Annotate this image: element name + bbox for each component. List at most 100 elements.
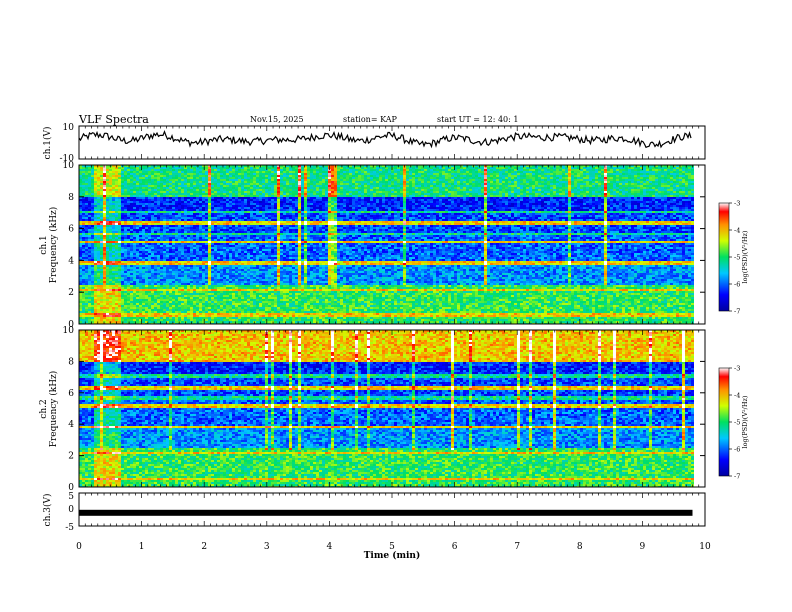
spectrogram-cell: [103, 223, 106, 225]
spectrogram-cell: [154, 167, 157, 169]
spectrogram-cell: [184, 205, 187, 207]
spectrogram-cell: [211, 225, 214, 227]
spectrogram-cell: [142, 301, 145, 303]
spectrogram-cell: [220, 259, 223, 261]
spectrogram-cell: [121, 167, 124, 169]
spectrogram-cell: [205, 171, 208, 173]
spectrogram-cell: [259, 313, 262, 315]
spectrogram-cell: [253, 285, 256, 287]
spectrogram-cell: [181, 241, 184, 243]
spectrogram-cell: [160, 207, 163, 209]
spectrogram-cell: [196, 237, 199, 239]
spectrogram-cell: [133, 313, 136, 315]
spectrogram-cell: [97, 287, 100, 289]
spectrogram-cell: [184, 171, 187, 173]
spectrogram-cell: [91, 221, 94, 223]
spectrogram-cell: [238, 241, 241, 243]
spectrogram-cell: [259, 277, 262, 279]
spectrogram-cell: [259, 263, 262, 265]
spectrogram-cell: [121, 253, 124, 255]
spectrogram-cell: [145, 181, 148, 183]
spectrogram-cell: [211, 313, 214, 315]
spectrogram-cell: [79, 191, 82, 193]
spectrogram-cell: [91, 203, 94, 205]
spectrogram-cell: [145, 219, 148, 221]
spectrogram-cell: [181, 309, 184, 311]
spectrogram-cell: [187, 291, 190, 293]
spectrogram-cell: [205, 217, 208, 219]
spectrogram-cell: [235, 167, 238, 169]
spectrogram-cell: [205, 235, 208, 237]
spectrogram-cell: [88, 307, 91, 309]
spectrogram-cell: [235, 275, 238, 277]
spectrogram-cell: [169, 225, 172, 227]
spectrogram-cell: [133, 279, 136, 281]
spectrogram-cell: [151, 187, 154, 189]
spectrogram-cell: [238, 271, 241, 273]
spectrogram-cell: [109, 205, 112, 207]
spectrogram-cell: [154, 193, 157, 195]
spectrogram-cell: [178, 189, 181, 191]
spectrogram-cell: [106, 261, 109, 263]
spectrogram-cell: [253, 195, 256, 197]
spectrogram-cell: [82, 185, 85, 187]
spectrogram-cell: [94, 253, 97, 255]
spectrogram-cell: [88, 245, 91, 247]
spectrogram-cell: [130, 175, 133, 177]
spectrogram-cell: [115, 199, 118, 201]
spectrogram-cell: [172, 205, 175, 207]
spectrogram-cell: [115, 207, 118, 209]
spectrogram-cell: [127, 309, 130, 311]
spectrogram-cell: [124, 275, 127, 277]
spectrogram-cell: [226, 171, 229, 173]
spectrogram-cell: [97, 269, 100, 271]
spectrogram-cell: [253, 259, 256, 261]
spectrogram-cell: [199, 173, 202, 175]
spectrogram-cell: [166, 275, 169, 277]
spectrogram-cell: [178, 235, 181, 237]
spectrogram-cell: [136, 251, 139, 253]
date-label: Nov.15, 2025: [250, 115, 304, 124]
spectrogram-cell: [121, 231, 124, 233]
spectrogram-cell: [256, 211, 259, 213]
spectrogram-cell: [130, 165, 133, 167]
spectrogram-cell: [220, 171, 223, 173]
spectrogram-cell: [91, 229, 94, 231]
spectrogram-cell: [214, 287, 217, 289]
spectrogram-cell: [220, 255, 223, 257]
spectrogram-cell: [190, 221, 193, 223]
spectrogram-cell: [220, 245, 223, 247]
spectrogram-cell: [238, 199, 241, 201]
spectrogram-cell: [244, 223, 247, 225]
spectrogram-cell: [181, 187, 184, 189]
spectrogram-cell: [160, 175, 163, 177]
spectrogram-cell: [79, 183, 82, 185]
spectrogram-cell: [130, 319, 133, 321]
spectrogram-cell: [193, 233, 196, 235]
spectrogram-cell: [217, 215, 220, 217]
spectrogram-cell: [256, 303, 259, 305]
spectrogram-cell: [163, 275, 166, 277]
spectrogram-cell: [94, 231, 97, 233]
spectrogram-cell: [157, 305, 160, 307]
spectrogram-cell: [157, 183, 160, 185]
spectrogram-cell: [157, 207, 160, 209]
spectrogram-cell: [238, 221, 241, 223]
spectrogram-cell: [154, 245, 157, 247]
spectrogram-cell: [157, 227, 160, 229]
spectrogram-cell: [82, 293, 85, 295]
spectrogram-cell: [217, 269, 220, 271]
spectrogram-cell: [85, 261, 88, 263]
spectrogram-cell: [145, 233, 148, 235]
spectrogram-cell: [103, 291, 106, 293]
spectrogram-cell: [133, 189, 136, 191]
spectrogram-cell: [181, 255, 184, 257]
spectrogram-cell: [109, 219, 112, 221]
spectrogram-cell: [118, 303, 121, 305]
spectrogram-cell: [130, 243, 133, 245]
spectrogram-cell: [91, 169, 94, 171]
spectrogram-cell: [157, 275, 160, 277]
spectrogram-cell: [172, 217, 175, 219]
spectrogram-cell: [211, 201, 214, 203]
ch1-ylabel: ch.1(V): [42, 127, 53, 160]
